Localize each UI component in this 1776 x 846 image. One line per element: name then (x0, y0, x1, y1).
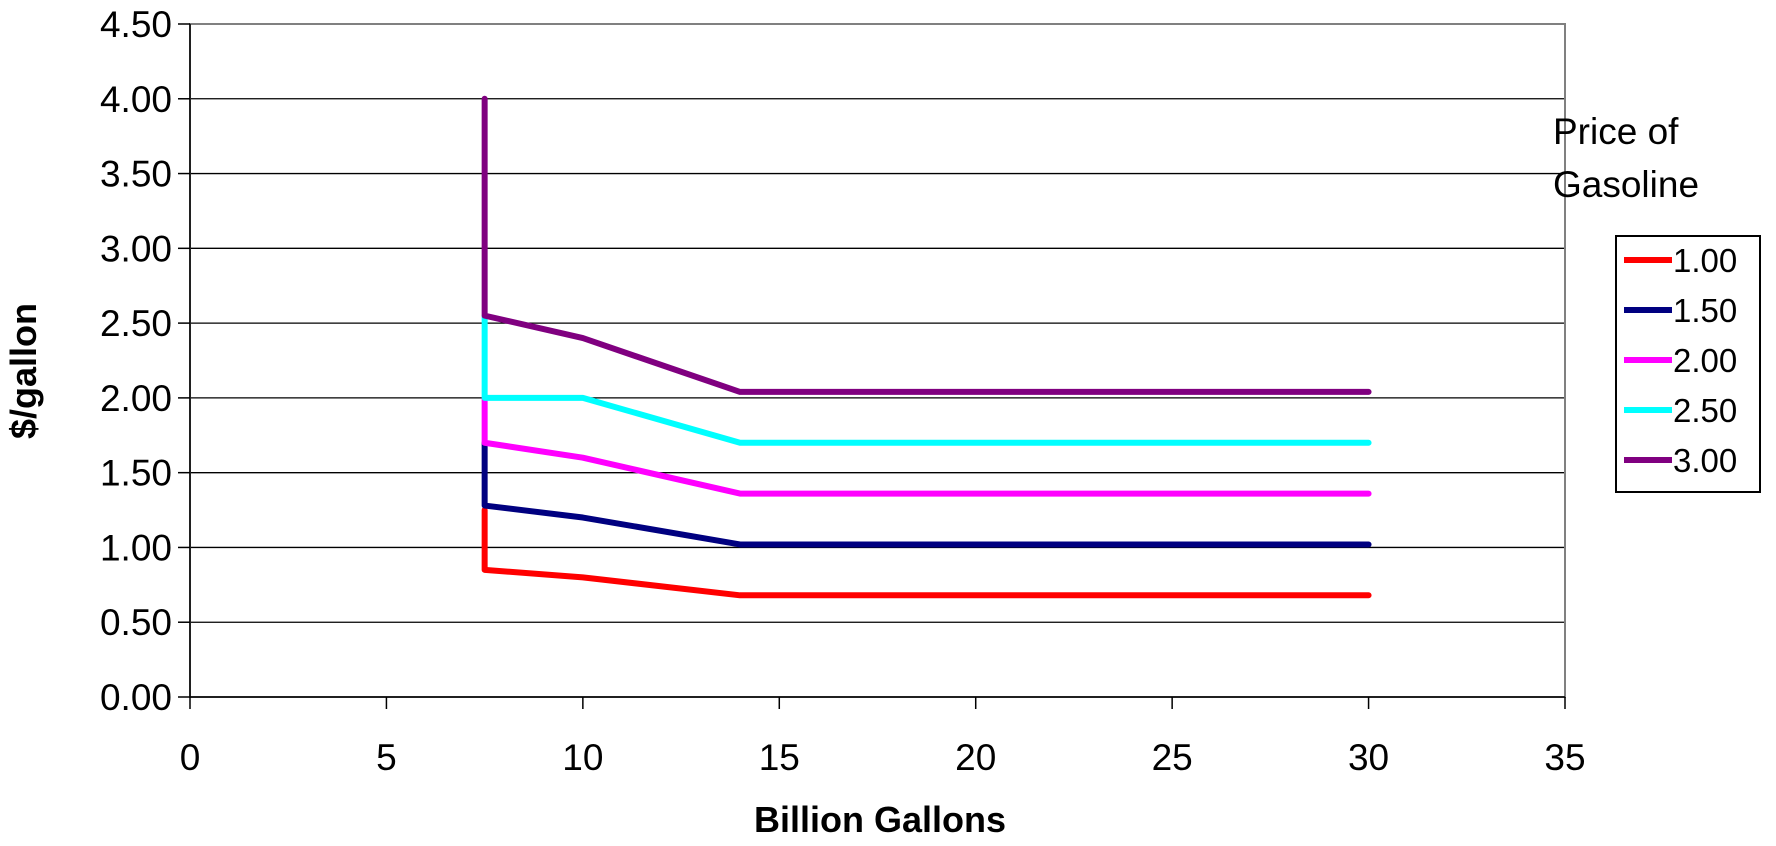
x-tick-label: 20 (955, 737, 996, 778)
x-tick-labels: 0 5 10 15 20 25 30 35 (180, 737, 1586, 778)
x-tick-label: 25 (1152, 737, 1193, 778)
x-tick-label: 15 (759, 737, 800, 778)
y-tick-label: 1.50 (100, 453, 172, 494)
y-tick-labels: 0.00 0.50 1.00 1.50 2.00 2.50 3.00 3.50 4.00 4.50 (100, 4, 172, 718)
x-tick-label: 10 (562, 737, 603, 778)
x-tick-label: 5 (376, 737, 397, 778)
series-line-2-00 (481, 394, 1372, 497)
y-tick-label: 4.50 (100, 4, 172, 45)
series-line-3-00 (481, 95, 1372, 395)
legend-label-1-00: 1.00 (1673, 242, 1737, 279)
legend-label-1-50: 1.50 (1673, 292, 1737, 329)
y-tick-label: 4.00 (100, 79, 172, 120)
axes (178, 23, 1566, 709)
x-tick-label: 30 (1348, 737, 1389, 778)
series-lines (481, 95, 1372, 599)
y-tick-label: 1.00 (100, 527, 172, 568)
legend-box (1615, 235, 1761, 493)
legend-title-line-2: Gasoline (1553, 164, 1699, 205)
legend-items: 1.00 1.50 2.00 2.50 3.00 (1624, 242, 1737, 479)
y-tick-label: 3.00 (100, 228, 172, 269)
x-tick-label: 35 (1544, 737, 1585, 778)
legend-label-3-00: 3.00 (1673, 442, 1737, 479)
series-line-1-00 (481, 507, 1372, 599)
y-tick-label: 2.50 (100, 303, 172, 344)
y-tick-label: 2.00 (100, 378, 172, 419)
legend-title: Price of Gasoline (1553, 111, 1699, 205)
gridlines (190, 98, 1565, 623)
legend-title-line-1: Price of (1553, 111, 1679, 152)
y-axis-title: $/gallon (3, 303, 44, 439)
legend-label-2-50: 2.50 (1673, 392, 1737, 429)
y-tick-label: 0.50 (100, 602, 172, 643)
y-tick-label: 0.00 (100, 677, 172, 718)
legend-label-2-00: 2.00 (1673, 342, 1737, 379)
x-tick-label: 0 (180, 737, 201, 778)
series-line-1-50 (481, 439, 1372, 548)
y-tick-label: 3.50 (100, 154, 172, 195)
series-line-2-50 (481, 312, 1372, 446)
x-axis-title: Billion Gallons (754, 799, 1006, 840)
